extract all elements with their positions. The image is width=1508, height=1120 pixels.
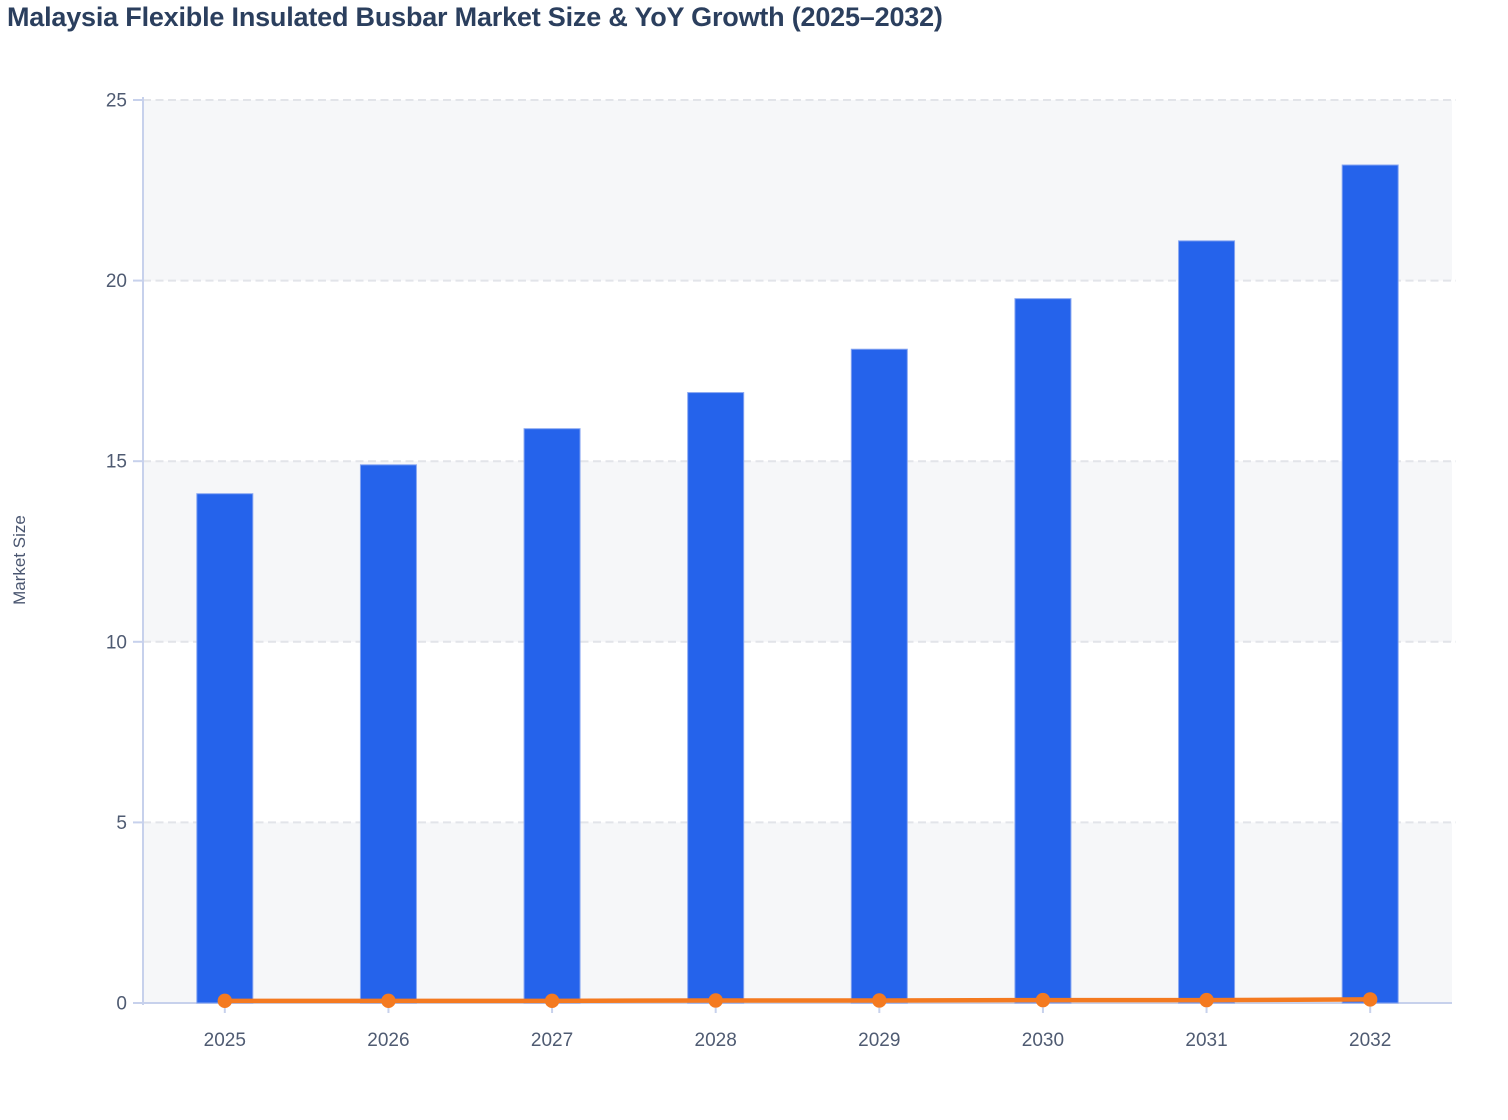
bar-2027[interactable]: [523, 428, 581, 1004]
chart-title: Malaysia Flexible Insulated Busbar Marke…: [7, 2, 943, 32]
x-tick-label-2028: 2028: [695, 1030, 737, 1051]
bar-2031[interactable]: [1178, 240, 1236, 1004]
yoy-marker-2029[interactable]: [872, 993, 887, 1008]
y-tick-label-15: 15: [106, 452, 127, 473]
y-tick-label-25: 25: [106, 91, 127, 112]
bar-2028[interactable]: [687, 392, 745, 1004]
bar-2029[interactable]: [850, 348, 908, 1004]
x-tick-label-2031: 2031: [1185, 1030, 1227, 1051]
yoy-marker-2027[interactable]: [544, 993, 560, 1009]
x-tick-label-2030: 2030: [1022, 1030, 1064, 1051]
yoy-marker-2025[interactable]: [217, 993, 233, 1009]
x-tick-label-2027: 2027: [531, 1030, 573, 1051]
y-tick-label-10: 10: [106, 632, 127, 653]
bar-2026[interactable]: [359, 464, 417, 1004]
plot-band-0-5: [143, 822, 1452, 1003]
yoy-marker-2032[interactable]: [1362, 992, 1378, 1007]
yoy-marker-2026[interactable]: [381, 993, 396, 1009]
plot-band-20-25: [143, 100, 1452, 281]
x-tick-label-2032: 2032: [1349, 1030, 1391, 1051]
bar-2025[interactable]: [196, 493, 254, 1004]
yoy-marker-2030[interactable]: [1035, 992, 1051, 1008]
y-tick-label-0: 0: [116, 994, 127, 1015]
yoy-marker-2028[interactable]: [708, 993, 723, 1008]
x-tick-label-2026: 2026: [367, 1030, 409, 1051]
bar-2030[interactable]: [1014, 298, 1072, 1004]
bar-2032[interactable]: [1341, 164, 1399, 1004]
y-tick-label-5: 5: [116, 813, 127, 834]
x-tick-label-2029: 2029: [858, 1030, 900, 1051]
y-tick-label-20: 20: [106, 271, 127, 292]
plot-band-10-15: [143, 461, 1452, 642]
yoy-growth-line: [222, 997, 1373, 1004]
yoy-marker-2031[interactable]: [1199, 992, 1214, 1008]
x-tick-label-2025: 2025: [204, 1030, 246, 1051]
